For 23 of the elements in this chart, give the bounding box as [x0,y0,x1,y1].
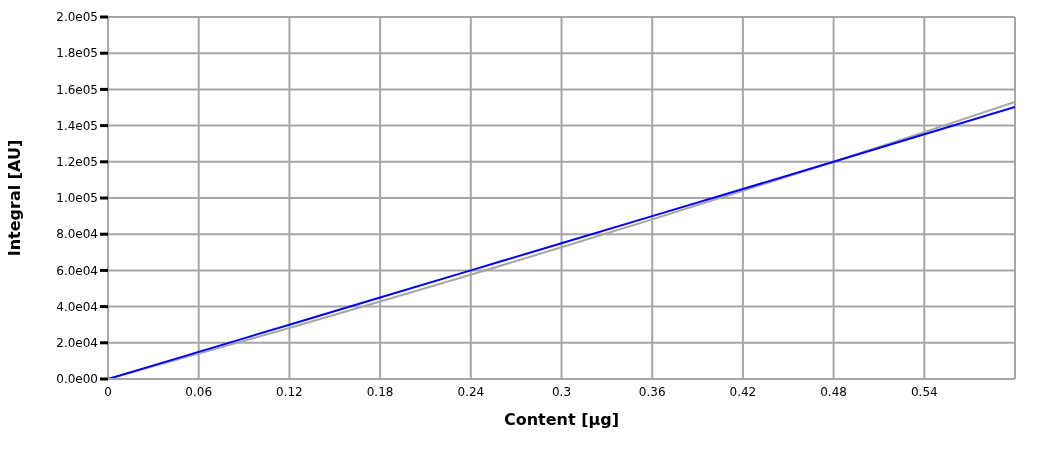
y-tick-label: 6.0e04 [56,263,98,278]
x-tick-label: 0.18 [366,384,394,399]
x-tick-label: 0.42 [729,384,757,399]
y-tick-label: 1.8e05 [56,46,98,61]
x-tick-label: 0.12 [276,384,303,399]
y-tick-label: 2.0e04 [56,336,98,351]
x-tick-label: 0 [104,384,112,399]
y-tick-label: 1.2e05 [56,155,98,170]
x-axis-title: Content [µg] [503,410,620,429]
y-tick-label: 1.6e05 [56,82,98,97]
x-tick-label: 0.3 [551,384,572,399]
y-tick-label: 1.0e05 [56,191,98,206]
y-tick-label: 4.0e04 [56,299,98,314]
y-tick-label: 8.0e04 [56,227,98,242]
x-tick-label: 0.06 [185,384,213,399]
y-axis-title: Integral [AU] [4,139,24,257]
y-tick-label: 0.0e00 [56,372,98,387]
y-tick-label: 1.4e05 [56,118,98,133]
x-tick-label: 0.54 [910,384,938,399]
x-tick-label: 0.24 [457,384,485,399]
x-tick-label: 0.48 [820,384,847,399]
x-tick-label: 0.36 [638,384,666,399]
y-tick-label: 2.0e05 [56,10,98,25]
